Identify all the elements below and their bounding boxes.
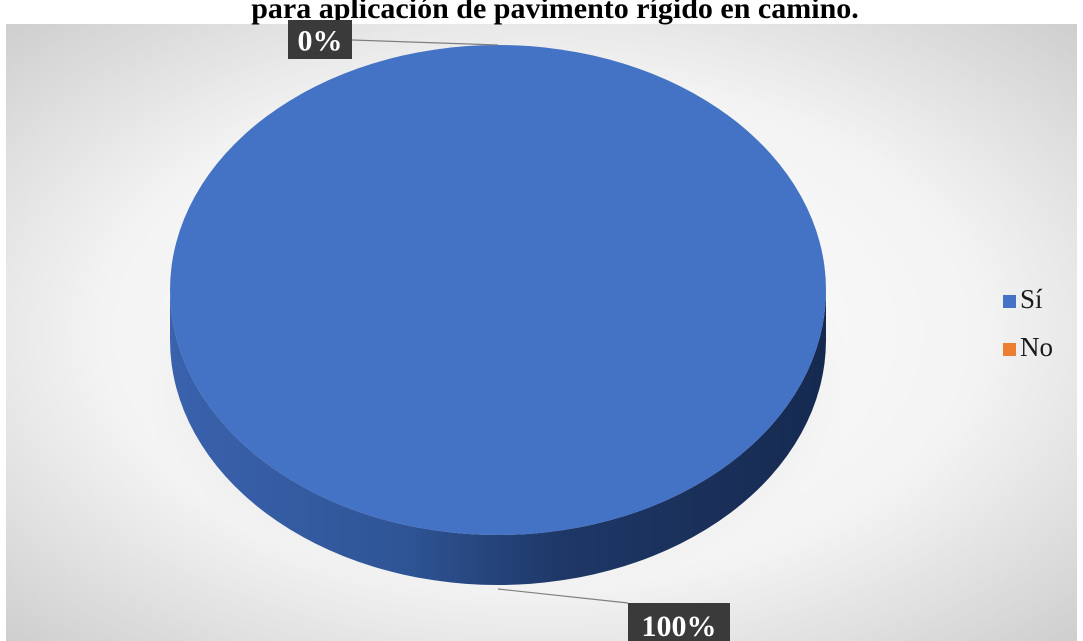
legend-label-no: No (1020, 332, 1053, 362)
legend-swatch-s- (1003, 295, 1016, 308)
pie-slice-s- (170, 45, 826, 535)
pie-slice-side-sí (170, 290, 826, 585)
leader-line-no (351, 39, 499, 46)
data-labels: 100% 0% (288, 20, 730, 641)
pie-slices (170, 45, 826, 585)
data-label-no: 0% (298, 25, 343, 58)
chart-title: para aplicación de pavimento rígido en c… (251, 0, 859, 25)
data-label-s-: 100% (642, 610, 717, 641)
leader-line-s- (497, 588, 629, 604)
legend-label-s-: Sí (1020, 284, 1043, 314)
legend: Sí No (1003, 284, 1053, 362)
legend-swatch-no (1003, 343, 1016, 356)
data-label-box-no (288, 20, 352, 59)
data-label-box-s- (628, 603, 730, 641)
